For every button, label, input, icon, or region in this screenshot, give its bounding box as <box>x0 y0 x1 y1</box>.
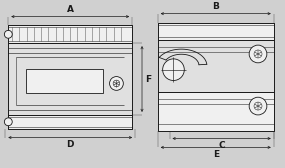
Bar <box>158 92 274 131</box>
Text: C: C <box>218 141 225 151</box>
Text: B: B <box>212 2 219 11</box>
Text: E: E <box>213 150 219 159</box>
Bar <box>8 25 132 43</box>
Circle shape <box>4 30 12 38</box>
Bar <box>26 69 103 93</box>
Bar <box>158 23 274 131</box>
Text: D: D <box>66 140 74 150</box>
Bar <box>8 43 132 115</box>
Circle shape <box>249 45 267 63</box>
Circle shape <box>163 59 184 80</box>
Bar <box>8 25 132 129</box>
Bar <box>158 40 274 92</box>
Text: F: F <box>145 75 151 83</box>
Circle shape <box>4 118 12 126</box>
Bar <box>158 23 274 40</box>
Circle shape <box>249 97 267 115</box>
Text: A: A <box>67 5 74 14</box>
Bar <box>8 115 132 129</box>
Circle shape <box>109 77 123 90</box>
